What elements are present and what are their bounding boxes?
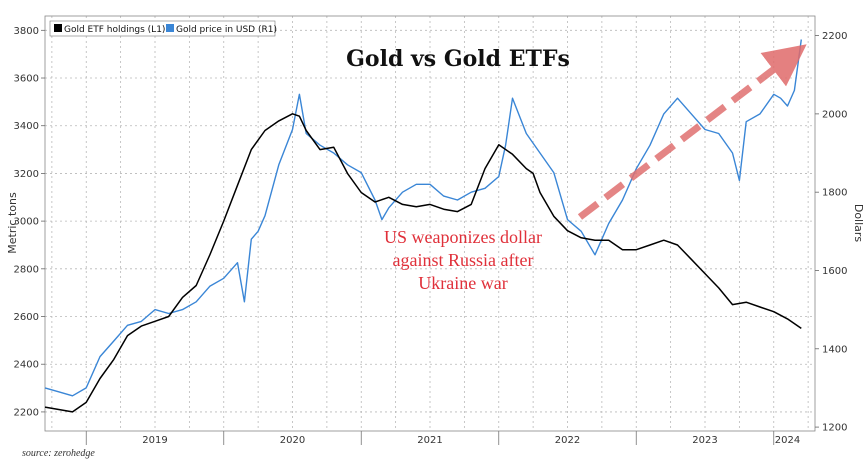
series-line-etf-holdings xyxy=(44,113,802,413)
x-tick-label: 2023 xyxy=(692,435,717,446)
right-tick-label: 2200 xyxy=(822,31,847,42)
x-axis-ticks: 2019 2020 2021 2022 2023 2024 xyxy=(85,431,800,446)
left-tick-label: 2200 xyxy=(14,407,39,418)
series-line-gold-price xyxy=(44,39,802,397)
right-axis-ticks: 1200 1400 1600 1800 2000 2200 xyxy=(815,31,847,434)
x-tick-label: 2020 xyxy=(280,435,305,446)
annotation-line-3: Ukraine war xyxy=(418,273,507,293)
left-axis-label: Metric tons xyxy=(6,192,19,254)
chart-title: Gold vs Gold ETFs xyxy=(346,46,570,72)
left-axis-ticks: 2200 2400 2600 2800 3000 3200 3400 3600 3800 xyxy=(14,26,45,418)
grid-lines xyxy=(45,16,815,431)
right-tick-label: 2000 xyxy=(822,109,847,120)
left-tick-label: 3800 xyxy=(14,26,39,37)
right-tick-label: 1400 xyxy=(822,344,847,355)
right-tick-label: 1600 xyxy=(822,266,847,277)
x-tick-label: 2019 xyxy=(142,435,167,446)
left-tick-label: 2800 xyxy=(14,264,39,275)
legend-swatch-gold xyxy=(166,24,174,32)
legend-label-etf: Gold ETF holdings (L1) xyxy=(64,25,165,35)
right-axis-label: Dollars xyxy=(852,204,865,243)
x-tick-label: 2024 xyxy=(775,435,800,446)
left-tick-label: 3600 xyxy=(14,74,39,85)
source-note: source: zerohedge xyxy=(22,448,95,459)
legend-label-gold: Gold price in USD (R1) xyxy=(176,25,277,35)
annotation-line-2: against Russia after xyxy=(393,250,534,270)
left-tick-label: 3400 xyxy=(14,121,39,132)
left-tick-label: 2400 xyxy=(14,360,39,371)
legend: Gold ETF holdings (L1) Gold price in USD… xyxy=(49,20,277,37)
right-tick-label: 1200 xyxy=(822,423,847,434)
left-tick-label: 3000 xyxy=(14,217,39,228)
right-tick-label: 1800 xyxy=(822,188,847,199)
left-tick-label: 3200 xyxy=(14,169,39,180)
annotation-line-1: US weaponizes dollar xyxy=(384,227,542,247)
annotation: US weaponizes dollar against Russia afte… xyxy=(384,227,542,293)
left-tick-label: 2600 xyxy=(14,312,39,323)
series-layer xyxy=(44,39,802,413)
trend-arrow xyxy=(577,44,807,220)
legend-box xyxy=(49,20,276,37)
plot-frame xyxy=(44,15,816,432)
x-tick-label: 2022 xyxy=(555,435,580,446)
x-tick-label: 2021 xyxy=(417,435,442,446)
legend-swatch-etf xyxy=(54,24,62,32)
